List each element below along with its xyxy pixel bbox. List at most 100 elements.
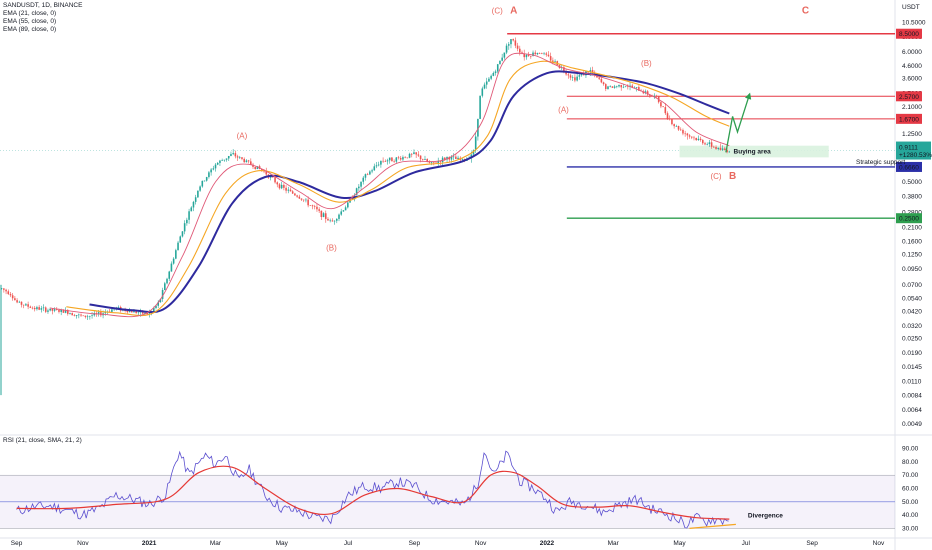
candle-body xyxy=(0,288,3,290)
candle-body xyxy=(51,308,54,311)
candle-body xyxy=(408,153,411,158)
price-tick-label: 0.2800 xyxy=(902,209,922,216)
candle-body xyxy=(333,220,336,222)
ema-89-line xyxy=(89,70,730,314)
candle-body xyxy=(252,164,254,167)
candle-body xyxy=(384,161,387,162)
divergence-line xyxy=(689,523,736,530)
candle-body xyxy=(355,188,358,195)
candle-body xyxy=(33,307,36,310)
candle-body xyxy=(631,85,634,88)
candle-body xyxy=(417,154,420,156)
candle-body xyxy=(135,311,137,314)
candle-body xyxy=(238,157,241,158)
candle-body xyxy=(600,78,603,83)
candle-body xyxy=(675,126,678,127)
candle-body xyxy=(25,304,27,306)
candle-body xyxy=(395,157,398,162)
candle-body xyxy=(80,314,82,316)
candle-body xyxy=(518,48,521,53)
candle-body xyxy=(300,198,303,200)
candle-body xyxy=(371,170,373,172)
candle-body xyxy=(613,86,616,88)
candle-body xyxy=(89,315,91,317)
candle-body xyxy=(472,150,475,155)
candle-body xyxy=(181,231,184,237)
candle-body xyxy=(433,162,435,163)
candle-body xyxy=(302,199,305,201)
price-tick-label: 6.0000 xyxy=(902,49,922,56)
candle-body xyxy=(316,206,318,210)
candle-body xyxy=(602,82,605,85)
candle-body xyxy=(618,84,620,87)
level-price-label: 8.5000 xyxy=(899,31,919,38)
candle-body xyxy=(488,78,490,82)
candle-body xyxy=(247,160,250,162)
candle-body xyxy=(644,91,647,94)
candle-body xyxy=(164,283,166,291)
rsi-tick-label: 90.00 xyxy=(902,446,919,453)
candle-body xyxy=(183,223,186,232)
candle-body xyxy=(576,76,578,81)
candle-body xyxy=(126,310,129,313)
candle-body xyxy=(201,180,204,187)
wave-label: (C) xyxy=(710,172,721,181)
strategic-support-label: Strategic support xyxy=(856,159,905,166)
candle-body xyxy=(159,298,162,303)
candle-body xyxy=(684,133,686,135)
candle-body xyxy=(254,166,257,170)
candle-body xyxy=(543,53,545,55)
candle-body xyxy=(638,87,640,91)
candle-body xyxy=(369,171,371,175)
candle-body xyxy=(47,310,49,312)
candle-body xyxy=(327,218,329,221)
price-tick-label: 0.0064 xyxy=(902,407,922,414)
candle-body xyxy=(501,57,503,61)
wave-label: (A) xyxy=(558,106,569,115)
candle-body xyxy=(541,53,543,54)
candle-body xyxy=(693,137,695,139)
candle-body xyxy=(97,312,100,314)
candle-body xyxy=(450,156,453,160)
candle-body xyxy=(574,77,576,81)
price-tick-label: 0.0190 xyxy=(902,350,922,357)
candle-body xyxy=(36,307,38,310)
current-price-tag xyxy=(896,141,931,160)
price-tick-label: 0.0145 xyxy=(902,364,922,371)
candle-body xyxy=(194,197,197,202)
candle-body xyxy=(157,302,160,306)
candle-body xyxy=(53,309,56,311)
candle-body xyxy=(430,162,433,163)
candle-body xyxy=(305,199,307,201)
candle-body xyxy=(624,86,627,88)
candle-body xyxy=(148,313,151,315)
candle-body xyxy=(388,157,391,161)
x-tick-label: Jul xyxy=(742,540,751,547)
rsi-tick-label: 70.00 xyxy=(902,472,919,479)
candle-body xyxy=(100,312,102,316)
candle-body xyxy=(241,157,243,159)
candle-body xyxy=(320,210,323,217)
candle-body xyxy=(86,316,89,318)
candle-body xyxy=(507,44,510,46)
candle-body xyxy=(655,95,658,97)
candle-body xyxy=(479,95,481,119)
price-tick-label: 0.0540 xyxy=(902,295,922,302)
x-tick-label: Sep xyxy=(806,540,818,547)
candle-body xyxy=(695,137,697,141)
rsi-panel[interactable]: 90.00 80.00 70.00 60.00 50.00 40.00 30.00 Diver… xyxy=(0,446,919,533)
candle-body xyxy=(421,159,424,160)
candle-body xyxy=(721,148,724,150)
candle-body xyxy=(22,304,25,306)
price-tick-label: 0.1600 xyxy=(902,239,922,246)
candle-body xyxy=(296,195,298,197)
candle-body xyxy=(152,308,155,311)
candle-body xyxy=(726,149,728,153)
legend-ema-21: EMA (21, close, 0) xyxy=(3,10,57,17)
wave-label: A xyxy=(510,6,517,17)
candle-body xyxy=(627,86,629,88)
candle-body xyxy=(111,309,113,312)
candle-body xyxy=(172,258,175,264)
